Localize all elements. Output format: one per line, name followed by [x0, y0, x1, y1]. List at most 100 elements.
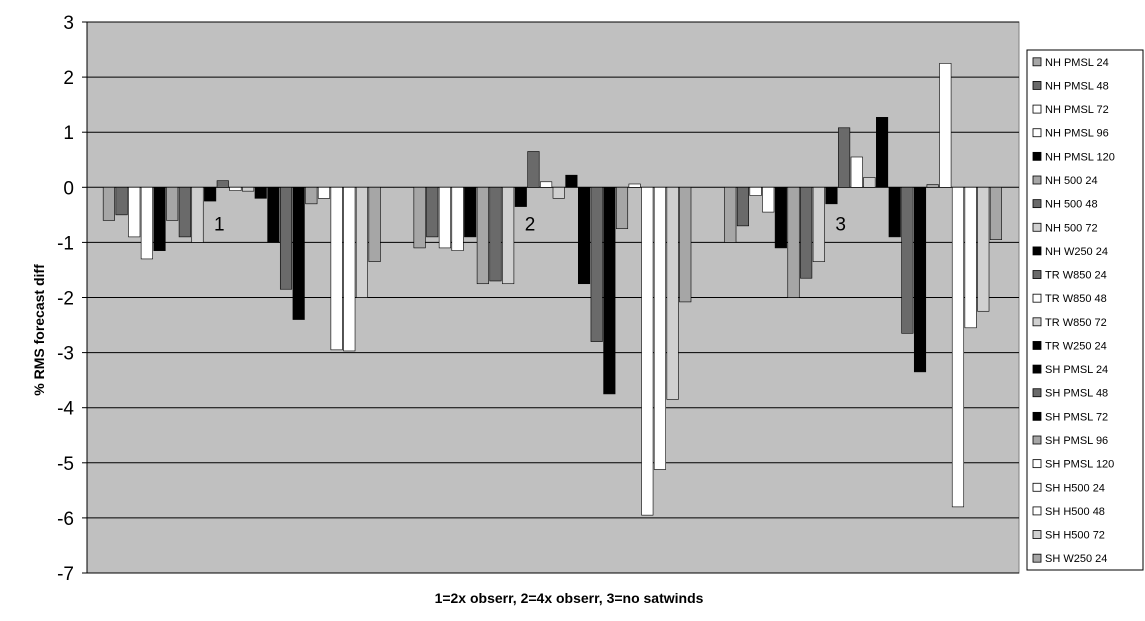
category-labels: 1 2 3: [214, 214, 846, 235]
bar: [476, 187, 489, 285]
legend-swatch: [1032, 293, 1042, 303]
bar: [653, 187, 667, 470]
legend-entry: NH PMSL 72: [1045, 104, 1109, 116]
bar: [166, 187, 179, 221]
bar: [939, 63, 952, 188]
y-tick-label: 0: [63, 178, 74, 199]
y-tick-label: -7: [57, 564, 74, 585]
bar: [838, 127, 851, 188]
y-tick-label: -5: [57, 454, 74, 475]
bar: [489, 187, 502, 282]
category-label: 3: [835, 214, 846, 235]
legend-entry: NH 500 72: [1045, 222, 1098, 234]
bar: [590, 187, 603, 342]
bar: [951, 187, 965, 508]
legend-entry: TR W850 24: [1045, 270, 1107, 282]
bar: [451, 187, 464, 251]
bar: [787, 187, 800, 298]
legend: NH PMSL 24 NH PMSL 48 NH PMSL 72 NH PMSL 96…: [1026, 49, 1144, 571]
legend-swatch: [1032, 151, 1042, 161]
bar: [292, 187, 305, 320]
bar: [305, 187, 318, 205]
bar: [666, 187, 679, 400]
legend-entry: SH PMSL 96: [1045, 435, 1108, 447]
bar: [679, 187, 692, 303]
bar: [317, 187, 331, 199]
bar: [913, 187, 927, 373]
bar: [330, 187, 343, 351]
bar: [368, 187, 381, 262]
legend-swatch: [1032, 411, 1042, 421]
y-tick-label: -4: [57, 399, 74, 420]
legend-swatch: [1032, 388, 1042, 398]
legend-entry: TR W250 24: [1045, 340, 1107, 352]
legend-swatch: [1032, 459, 1042, 469]
legend-swatch: [1032, 222, 1042, 232]
bar: [577, 187, 591, 285]
legend-entry: NH 500 48: [1045, 199, 1098, 211]
legend-swatch: [1032, 128, 1042, 138]
bar: [514, 187, 527, 207]
legend-entry: NH PMSL 24: [1045, 57, 1109, 69]
bar: [812, 187, 825, 262]
legend-entry: SH H500 72: [1045, 530, 1105, 542]
bar: [736, 187, 749, 227]
legend-swatch: [1032, 175, 1042, 185]
bar: [850, 156, 863, 188]
bar: [438, 187, 451, 249]
bar: [762, 187, 775, 213]
bar: [426, 187, 439, 238]
legend-swatch: [1032, 199, 1042, 209]
legend-entry: SH PMSL 48: [1045, 388, 1108, 400]
legend-entry: NH W250 24: [1045, 246, 1108, 258]
bar: [254, 187, 267, 199]
bar: [603, 187, 616, 395]
bar: [876, 117, 889, 188]
category-label: 2: [525, 214, 536, 235]
bars: [102, 63, 1002, 516]
bar: [242, 187, 255, 192]
legend-entry: TR W850 72: [1045, 317, 1107, 329]
y-tick-label: -2: [57, 289, 74, 310]
legend-entry: NH 500 24: [1045, 175, 1098, 187]
bar: [178, 187, 191, 238]
category-label: 1: [214, 214, 225, 235]
bar: [628, 183, 641, 188]
bar: [863, 177, 876, 188]
legend-swatch: [1032, 482, 1042, 492]
legend-box: [1026, 49, 1144, 571]
legend-swatch: [1032, 104, 1042, 114]
bar: [343, 187, 356, 352]
legend-swatch: [1032, 553, 1042, 563]
bar: [464, 187, 477, 238]
legend-swatch: [1032, 270, 1042, 279]
legend-entry: SH H500 24: [1045, 482, 1105, 494]
bar: [926, 184, 939, 188]
y-tick-label: 3: [63, 13, 74, 34]
bar: [279, 187, 293, 290]
bar: [229, 187, 242, 191]
legend-entry: NH PMSL 48: [1045, 80, 1109, 92]
bar: [502, 187, 515, 285]
legend-swatch: [1032, 341, 1042, 350]
bar: [115, 187, 128, 216]
x-axis-title: 1=2x obserr, 2=4x obserr, 3=no satwinds: [435, 590, 704, 606]
bar: [140, 187, 153, 260]
bar: [102, 187, 115, 221]
y-tick-label: -1: [57, 233, 74, 254]
bar: [153, 187, 166, 251]
bar: [749, 187, 762, 196]
bar: [355, 187, 368, 298]
bar: [527, 151, 540, 188]
y-tick-label: -3: [57, 344, 74, 365]
bar: [964, 187, 977, 329]
bar: [128, 187, 141, 238]
bar: [641, 187, 654, 516]
bar: [565, 174, 578, 188]
legend-entry: SH PMSL 24: [1045, 364, 1108, 376]
bar: [615, 187, 629, 229]
bar: [413, 187, 426, 249]
gridlines: [87, 21, 1019, 574]
legend-swatch: [1032, 246, 1042, 256]
legend-swatch: [1032, 435, 1042, 445]
